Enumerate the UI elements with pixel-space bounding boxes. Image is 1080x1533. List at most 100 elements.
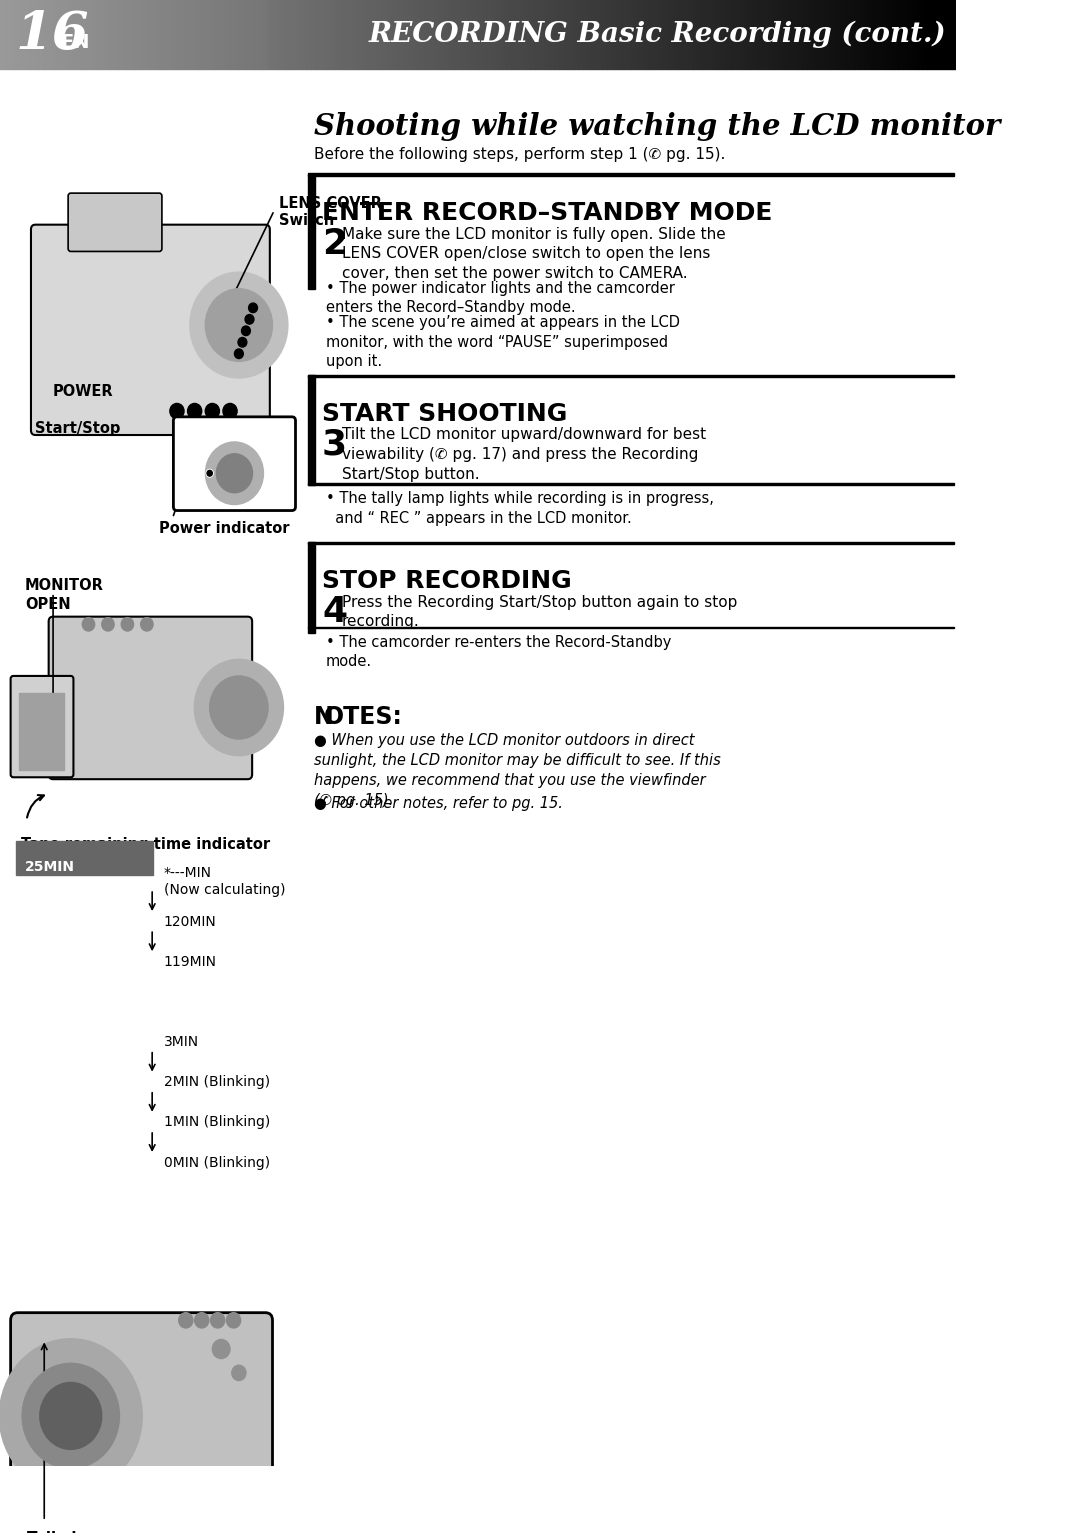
Bar [308, 374, 954, 377]
Text: 4: 4 [322, 595, 347, 629]
Bar [463, 0, 469, 69]
Text: Tally lamp: Tally lamp [27, 1530, 113, 1533]
Bar [822, 0, 826, 69]
Bar [29, 0, 33, 69]
Circle shape [206, 469, 213, 477]
Bar [507, 0, 511, 69]
Circle shape [140, 618, 153, 632]
Bar [138, 0, 144, 69]
Bar [602, 0, 607, 69]
Bar [278, 0, 282, 69]
Text: POWER: POWER [53, 385, 113, 399]
Bar [611, 0, 617, 69]
Bar [521, 0, 526, 69]
Bar [167, 0, 172, 69]
Bar [48, 0, 53, 69]
FancyBboxPatch shape [31, 225, 270, 435]
Bar [883, 0, 889, 69]
Bar [731, 0, 735, 69]
Bar [426, 0, 430, 69]
Bar [511, 0, 516, 69]
Text: ● When you use the LCD monitor outdoors in direct
sunlight, the LCD monitor may : ● When you use the LCD monitor outdoors … [314, 733, 720, 808]
Bar [635, 0, 640, 69]
Bar [936, 0, 941, 69]
Text: 2MIN (Blinking): 2MIN (Blinking) [164, 1075, 270, 1090]
Bar [24, 0, 29, 69]
Bar [759, 0, 765, 69]
Bar [308, 374, 315, 484]
Bar [755, 0, 759, 69]
Bar [308, 175, 315, 288]
Bar [526, 0, 530, 69]
Text: START SHOOTING: START SHOOTING [322, 402, 567, 426]
Bar [783, 0, 788, 69]
Text: 119MIN: 119MIN [164, 955, 217, 969]
Bar [875, 0, 879, 69]
Text: • The power indicator lights and the camcorder
enters the Record–Standby mode.: • The power indicator lights and the cam… [325, 281, 674, 316]
Bar [349, 0, 353, 69]
Bar [516, 0, 521, 69]
Text: LENS COVER
Switch: LENS COVER Switch [279, 196, 381, 228]
Bar [86, 0, 91, 69]
Bar [625, 0, 631, 69]
Bar [779, 0, 783, 69]
Bar [927, 0, 932, 69]
Text: Power indicator: Power indicator [159, 521, 289, 537]
Bar [311, 0, 315, 69]
Circle shape [205, 403, 219, 419]
Bar [698, 0, 702, 69]
Bar [114, 0, 120, 69]
Bar [889, 0, 893, 69]
Bar [308, 543, 315, 633]
Circle shape [213, 1340, 230, 1358]
Text: ENTER RECORD–STANDBY MODE: ENTER RECORD–STANDBY MODE [322, 201, 772, 225]
Bar [158, 0, 162, 69]
Bar [416, 0, 420, 69]
Bar [765, 0, 769, 69]
Bar [483, 0, 487, 69]
Text: Tilt the LCD monitor upward/downward for best
viewability (✆ pg. 17) and press t: Tilt the LCD monitor upward/downward for… [341, 428, 705, 481]
Bar [177, 0, 181, 69]
Bar [855, 0, 860, 69]
Text: MONITOR
OPEN: MONITOR OPEN [25, 578, 104, 612]
Bar [134, 0, 138, 69]
Bar [43, 0, 48, 69]
Bar [444, 0, 449, 69]
Bar [229, 0, 234, 69]
Circle shape [190, 273, 287, 377]
Circle shape [205, 288, 272, 362]
Bar [721, 0, 726, 69]
Bar [702, 0, 707, 69]
Bar [597, 0, 602, 69]
Bar [234, 0, 239, 69]
Text: 1MIN (Blinking): 1MIN (Blinking) [164, 1116, 270, 1130]
Bar [583, 0, 588, 69]
Bar [19, 693, 64, 770]
Bar [292, 0, 296, 69]
Bar [692, 0, 698, 69]
Circle shape [206, 443, 262, 504]
FancyBboxPatch shape [49, 616, 252, 779]
Bar [879, 0, 883, 69]
Circle shape [245, 314, 254, 323]
Bar [469, 0, 473, 69]
Bar [793, 0, 798, 69]
Bar [492, 0, 497, 69]
Text: RECORDING Basic Recording (cont.): RECORDING Basic Recording (cont.) [369, 21, 947, 48]
Bar [454, 0, 459, 69]
Bar [497, 0, 501, 69]
Bar [244, 0, 248, 69]
Bar [903, 0, 907, 69]
Bar [544, 0, 550, 69]
Circle shape [188, 403, 202, 419]
Bar [922, 0, 927, 69]
Bar [205, 0, 211, 69]
Bar [359, 0, 363, 69]
Bar [860, 0, 865, 69]
Bar [684, 0, 688, 69]
Bar [38, 0, 43, 69]
Bar [559, 0, 564, 69]
Circle shape [238, 337, 247, 346]
Bar [373, 0, 377, 69]
Bar [19, 0, 24, 69]
